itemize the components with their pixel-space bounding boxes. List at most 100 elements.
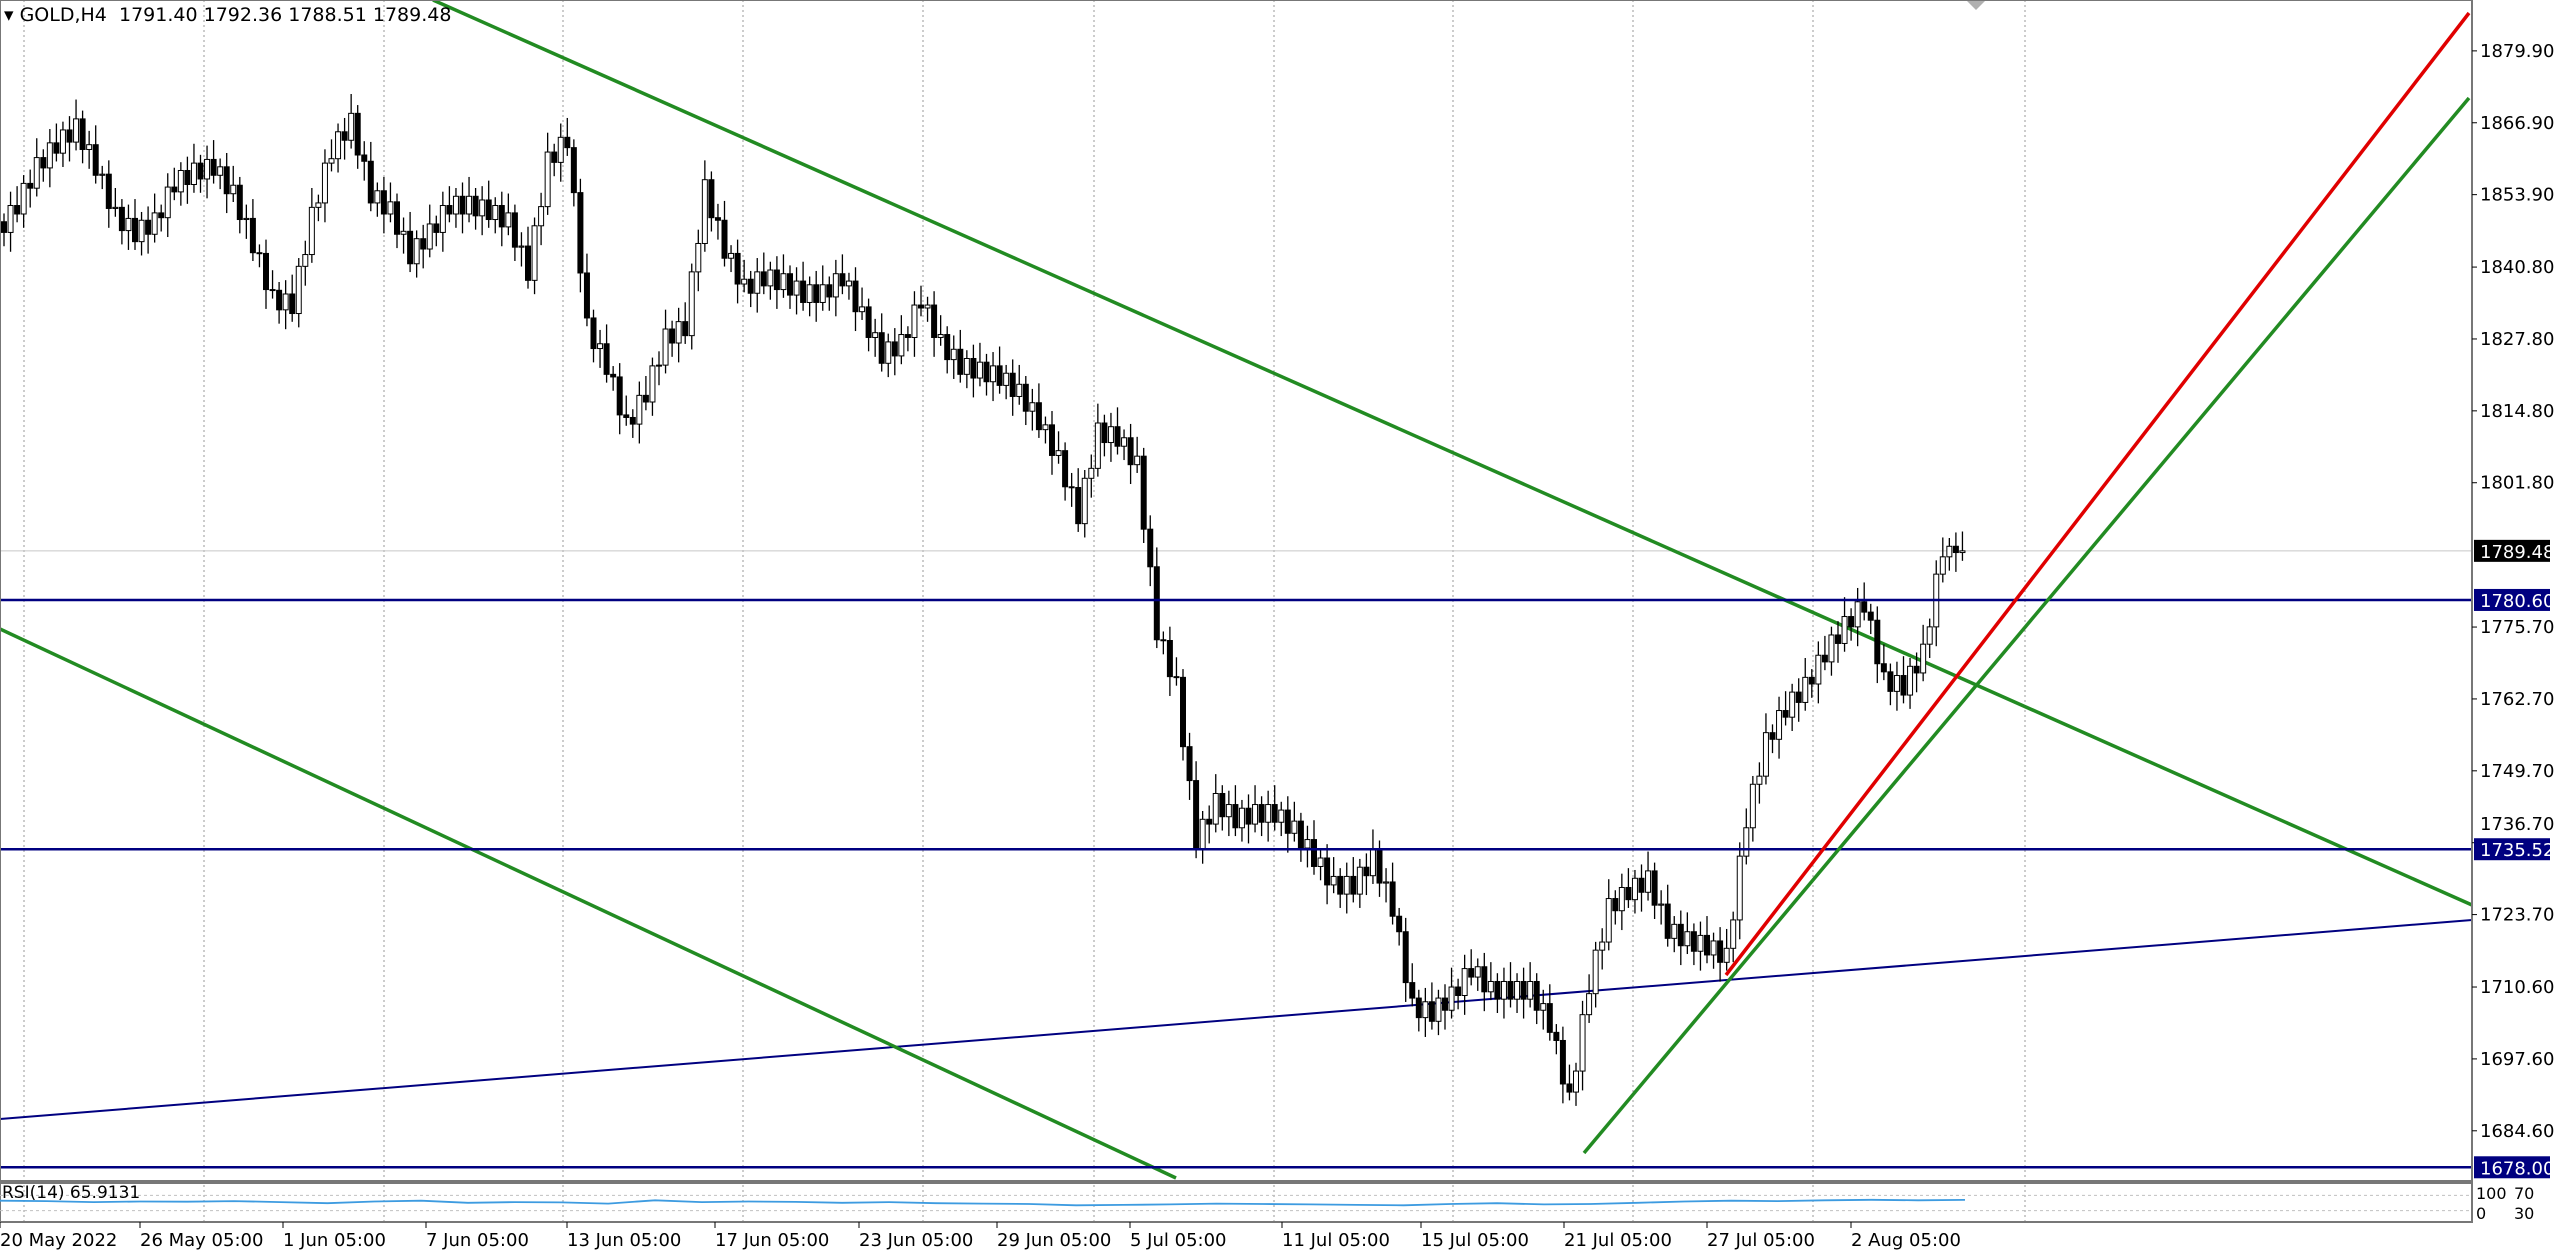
candle-bearish [118,206,125,232]
x-tick-label: 7 Jun 05:00 [426,1230,529,1251]
candle-bullish [1762,732,1769,777]
candle-bearish [1324,857,1331,886]
x-tick-label: 1 Jun 05:00 [283,1230,386,1251]
candle-bullish [538,206,545,227]
candle-bullish [1749,783,1756,829]
candle-bearish [603,343,610,375]
candle-bullish [1854,601,1861,628]
candle-bearish [1428,1001,1435,1022]
rsi-scale-label: 0 [2476,1204,2486,1223]
candle-bearish [1271,804,1278,823]
y-tick-label: 1801.80 [2480,473,2554,494]
candle-bullish [217,166,224,176]
candle-bearish [1068,486,1075,489]
candle-bearish [957,348,964,375]
candle-bearish [1638,877,1645,893]
candle-bearish [839,273,846,287]
x-tick-label: 20 May 2022 [0,1230,117,1251]
candle-bearish [682,321,689,337]
candle-bullish [295,265,302,315]
candle-bullish [1540,1003,1547,1011]
candle-bearish [891,341,898,357]
candle-bullish [230,184,237,195]
candle-bearish [1861,601,1868,613]
candle-bearish [1166,640,1173,678]
candle-bearish [583,272,590,319]
candle-bearish [40,157,47,169]
candle-bullish [1461,968,1468,996]
candle-bearish [1442,997,1448,1011]
candle-bearish [760,271,767,287]
candle-bullish [898,334,905,357]
candle-bullish [335,131,342,160]
candle-bullish [1291,820,1298,834]
plot-border [0,0,2473,1223]
candle-bullish [1959,550,1966,554]
candle-bullish [1697,934,1704,952]
candle-bearish [1782,710,1789,718]
candle-bullish [1029,402,1036,412]
candle-bullish [1671,923,1678,939]
candle-bearish [1717,940,1724,963]
candle-bullish [1658,903,1665,906]
candle-bearish [1160,639,1167,642]
price-tag-label: 1789.48 [2480,542,2554,563]
candle-bullish [321,162,328,204]
candle-bearish [865,306,872,338]
candle-bearish [1311,839,1317,867]
candle-bullish [819,284,826,303]
candle-bearish [276,289,283,311]
candle-bullish [328,158,335,164]
candle-bullish [1723,947,1730,963]
candle-bullish [1304,839,1311,849]
candle-bullish [492,205,499,221]
y-tick-label: 1853.90 [2480,185,2554,206]
candle-bullish [1730,919,1737,949]
candle-bullish [1710,940,1717,956]
candle-bullish [1369,848,1376,877]
candle-bearish [983,361,990,383]
candle-bullish [1573,1070,1579,1093]
candle-bearish [1664,903,1671,939]
descending-lower-trendline [0,627,1177,1180]
y-tick-label: 1840.80 [2480,257,2554,278]
candle-bearish [361,154,368,162]
candle-bearish [721,219,728,259]
collapse-triangle-icon[interactable]: ▾ [4,4,20,26]
candle-bullish [1055,450,1062,456]
candle-bullish [976,361,983,379]
candle-bullish [937,334,944,338]
ascending-support-trendline [0,919,2473,1120]
candle-bearish [1337,875,1344,895]
candle-bearish [1127,437,1134,466]
candle-bearish [1101,422,1108,444]
candle-bearish [590,317,597,350]
candle-bullish [1422,1001,1429,1019]
candle-bullish [374,190,381,204]
candle-bullish [1893,675,1900,692]
candle-bullish [1317,857,1324,867]
candle-bullish [190,162,197,186]
candle-bullish [426,223,433,250]
candle-bullish [387,201,394,215]
candle-bearish [354,112,361,156]
candle-bullish [204,158,211,180]
candle-bullish [1645,870,1652,893]
candle-bearish [1284,809,1291,834]
candle-bearish [1402,931,1409,984]
candle-bullish [885,341,892,364]
candle-bearish [53,142,60,154]
green-ascending-trendline [1582,96,2471,1155]
candle-bearish [1409,982,1416,999]
candle-bearish [380,190,387,215]
candle-bullish [73,118,80,143]
candle-bullish [138,219,145,243]
candle-bearish [236,184,243,221]
candle-bullish [1487,980,1494,993]
candle-bullish [806,284,813,303]
candle-bearish [577,192,584,274]
y-tick-label: 1814.80 [2480,401,2554,422]
candle-bearish [105,173,112,209]
candle-bullish [1042,424,1049,431]
